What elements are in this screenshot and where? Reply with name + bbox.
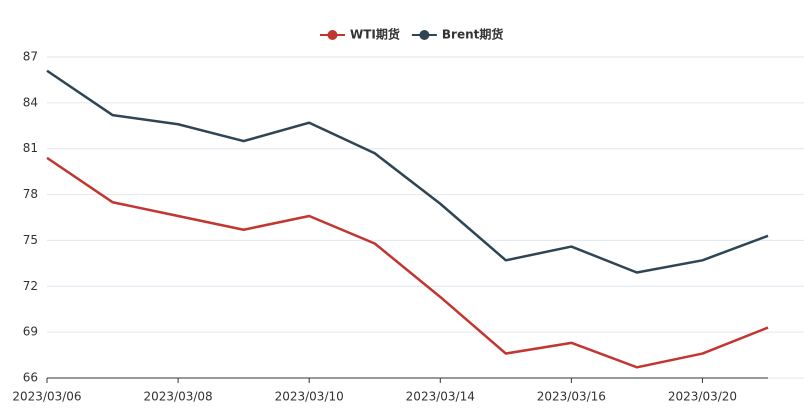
y-tick-label: 87 [23, 50, 38, 64]
x-tick-label: 2023/03/20 [668, 390, 737, 404]
y-tick-label: 78 [23, 187, 38, 201]
y-tick-label: 66 [23, 371, 38, 385]
x-tick-label: 2023/03/10 [275, 390, 344, 404]
x-tick-label: 2023/03/08 [144, 390, 213, 404]
series-line [46, 156, 769, 369]
legend-label: Brent期货 [442, 27, 503, 42]
legend-label: WTI期货 [350, 27, 400, 42]
x-tick-label: 2023/03/16 [537, 390, 606, 404]
y-tick-label: 84 [23, 95, 38, 109]
x-tick-label: 2023/03/14 [406, 390, 475, 404]
legend: WTI期货 Brent期货 [320, 27, 503, 42]
y-tick-label: 75 [23, 233, 38, 247]
x-tick-label: 2023/03/06 [12, 390, 81, 404]
series-line [46, 69, 769, 274]
legend-marker [327, 30, 338, 40]
y-tick-label: 81 [23, 141, 38, 155]
y-tick-label: 69 [23, 325, 38, 339]
legend-marker [419, 30, 430, 40]
y-tick-label: 72 [23, 279, 38, 293]
